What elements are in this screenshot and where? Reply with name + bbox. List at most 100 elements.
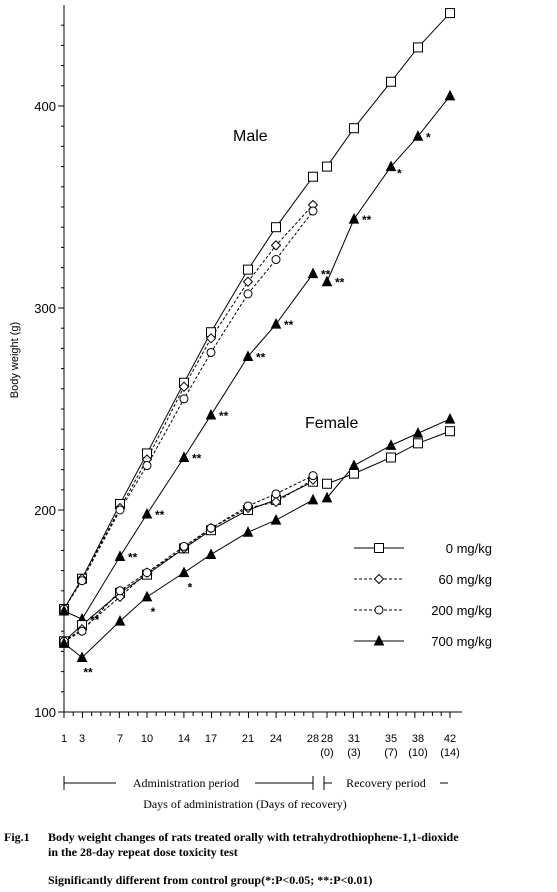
significance-mark: **	[362, 213, 372, 227]
x-tick-sublabel: (10)	[408, 747, 428, 759]
body-weight-chart: 100 200 300 400 Body weight (g) 1 3 7 10 14 17 21 24…	[9, 5, 492, 811]
y-axis-label: Body weight (g)	[9, 322, 21, 398]
figure-caption: Fig.1 Body weight changes of rats treated…	[4, 830, 554, 860]
data-point-female-square	[349, 468, 359, 479]
legend-label: 0 mg/kg	[446, 541, 492, 556]
caption-line-2: in the 28-day repeat dose toxicity test	[48, 845, 238, 859]
data-point-male-diamond	[178, 381, 190, 392]
significance-mark: **	[284, 318, 294, 332]
x-tick-label: 38	[412, 733, 424, 745]
data-point-female-triangle	[114, 614, 126, 626]
y-tick-label: 100	[34, 705, 56, 720]
x-tick-label: 10	[141, 733, 153, 745]
significance-mark: *	[188, 581, 193, 595]
data-point-female-circle	[115, 586, 125, 596]
data-point-male-diamond	[270, 240, 282, 251]
data-point-male-triangle	[242, 350, 254, 361]
data-point-male-square	[386, 76, 396, 87]
data-point-female-triangle	[321, 491, 333, 503]
x-tick-label: 7	[117, 733, 123, 745]
data-point-female-circle	[271, 489, 281, 499]
data-point-male-circle	[243, 289, 253, 299]
series-line-female-circle	[63, 475, 314, 642]
legend-label: 60 mg/kg	[439, 572, 492, 587]
data-point-male-triangle	[114, 550, 126, 561]
legend-marker-circle	[374, 605, 384, 615]
data-point-male-triangle	[141, 507, 153, 519]
data-point-male-triangle	[205, 408, 217, 420]
significance-mark: *	[397, 167, 402, 181]
significance-mark: **	[155, 508, 165, 522]
data-point-female-triangle	[178, 566, 190, 578]
legend-marker-triangle	[373, 634, 385, 646]
series-line-male-triangle	[326, 95, 451, 282]
legend-label: 700 mg/kg	[431, 634, 492, 649]
significance-mark: **	[321, 268, 331, 282]
figure-label: Fig.1	[4, 830, 30, 844]
data-point-male-circle	[179, 394, 189, 404]
group-label-female: Female	[305, 415, 358, 432]
x-axis-label: Days of administration (Days of recovery…	[143, 797, 347, 811]
data-point-female-triangle	[270, 513, 282, 525]
data-point-female-square	[322, 478, 332, 489]
x-tick-sublabel: (7)	[384, 747, 397, 759]
x-tick-sublabel: (0)	[320, 747, 333, 759]
data-point-female-triangle	[205, 548, 217, 559]
data-point-male-square	[243, 264, 253, 275]
data-point-female-triangle	[141, 590, 153, 602]
data-point-female-triangle	[385, 439, 397, 450]
x-tick-label: 28	[307, 733, 319, 745]
data-point-male-square	[413, 42, 423, 53]
data-point-female-triangle	[307, 493, 319, 505]
x-tick-sublabel: (14)	[440, 747, 460, 759]
data-point-female-triangle	[444, 412, 456, 424]
data-point-male-diamond	[205, 333, 217, 344]
data-point-male-circle	[142, 461, 152, 471]
legend-marker-diamond	[373, 573, 385, 585]
significance-mark: **	[128, 550, 138, 564]
data-point-male-triangle	[307, 267, 319, 279]
data-point-female-circle	[206, 523, 216, 533]
data-point-male-triangle	[385, 160, 397, 172]
data-point-female-circle	[179, 541, 189, 551]
x-tick-label: 35	[385, 733, 397, 745]
significance-mark: **	[90, 613, 100, 627]
x-tick-label: 42	[444, 733, 456, 745]
significance-mark: **	[256, 350, 266, 364]
data-point-male-square	[308, 171, 318, 182]
data-point-male-circle	[206, 347, 216, 357]
data-point-female-square	[386, 452, 396, 463]
data-point-female-circle	[308, 471, 318, 481]
data-point-male-square	[322, 161, 332, 172]
data-point-female-circle	[243, 501, 253, 511]
x-tick-label: 14	[178, 733, 190, 745]
y-tick-label: 300	[34, 301, 56, 316]
data-point-male-triangle	[348, 213, 360, 224]
data-point-male-diamond	[242, 276, 254, 287]
series-line-male-square	[326, 12, 451, 167]
data-point-male-circle	[308, 206, 318, 216]
data-point-male-square	[271, 222, 281, 233]
data-point-male-circle	[115, 505, 125, 515]
significance-mark: **	[335, 276, 345, 290]
data-point-male-triangle	[58, 604, 70, 616]
significance-mark: *	[426, 130, 431, 144]
data-point-female-square	[445, 426, 455, 437]
significance-note: Significantly different from control gro…	[48, 873, 373, 887]
y-tick-label: 200	[34, 503, 56, 518]
x-tick-label: 1	[61, 733, 67, 745]
x-tick-label: 17	[205, 733, 217, 745]
data-point-male-square	[349, 123, 359, 134]
recovery-period-label: Recovery period	[346, 776, 426, 790]
significance-mark: *	[151, 605, 156, 619]
data-point-female-diamond	[270, 496, 282, 508]
data-point-female-circle	[142, 568, 152, 578]
group-label-male: Male	[233, 128, 268, 145]
legend-marker-square	[374, 543, 384, 553]
data-point-male-circle	[77, 576, 87, 586]
legend-label: 200 mg/kg	[431, 603, 492, 618]
x-tick-sublabel: (3)	[347, 747, 360, 759]
data-point-male-triangle	[412, 130, 424, 141]
caption-line-1: Body weight changes of rats treated oral…	[48, 830, 459, 844]
data-point-female-triangle	[58, 637, 70, 648]
